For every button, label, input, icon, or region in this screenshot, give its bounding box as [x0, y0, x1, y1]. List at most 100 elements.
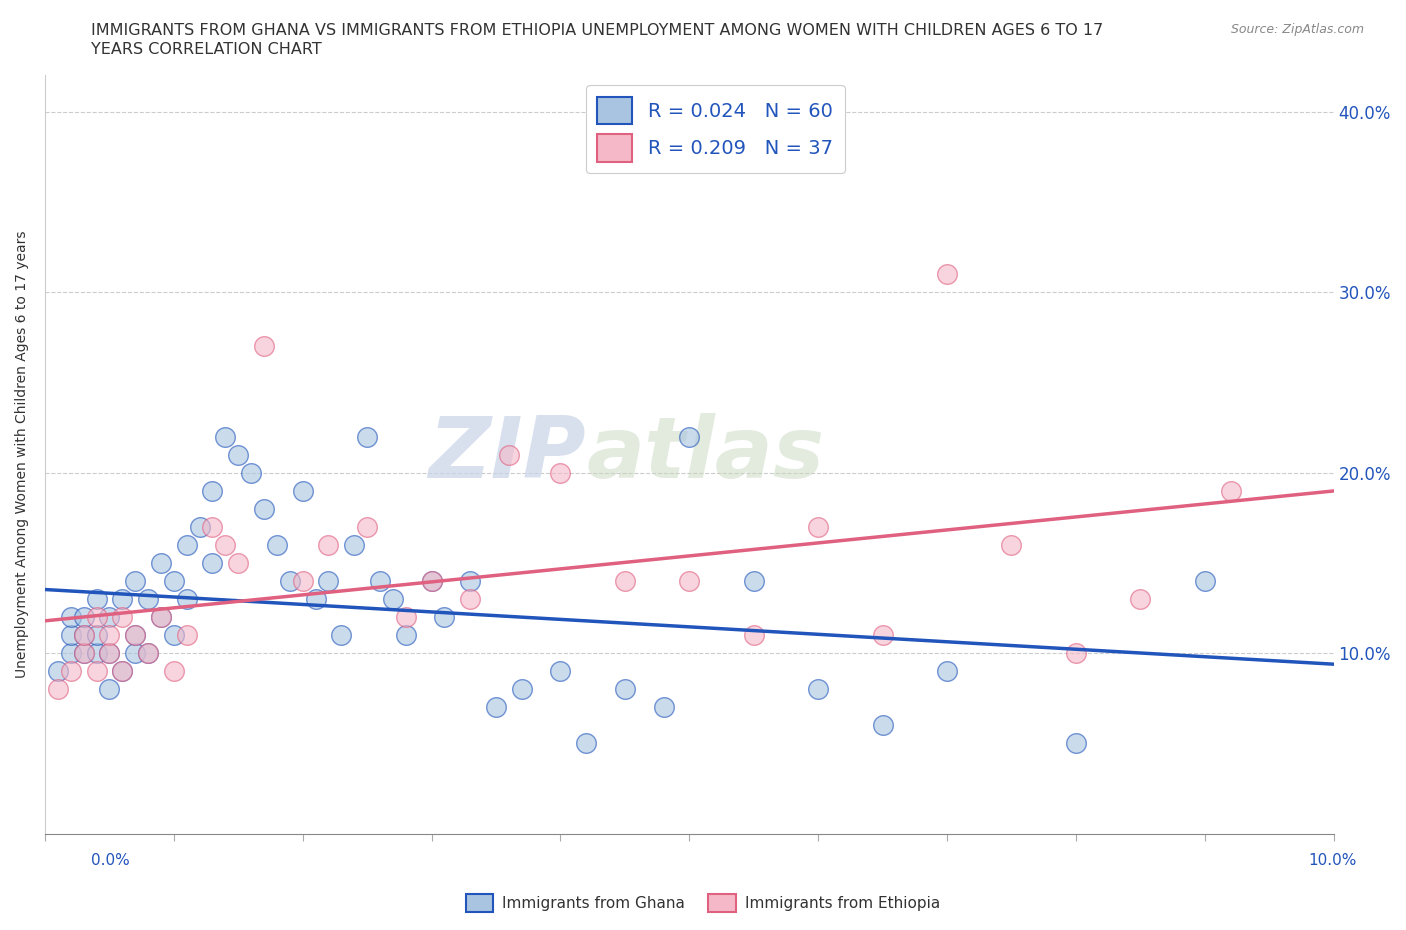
Point	[742, 628, 765, 643]
Point	[111, 664, 134, 679]
Point	[304, 591, 326, 606]
Point	[59, 609, 82, 624]
Point	[458, 574, 481, 589]
Point	[59, 628, 82, 643]
Legend: R = 0.024   N = 60, R = 0.209   N = 37: R = 0.024 N = 60, R = 0.209 N = 37	[586, 86, 845, 173]
Point	[368, 574, 391, 589]
Point	[485, 700, 508, 715]
Point	[124, 628, 146, 643]
Point	[807, 682, 830, 697]
Text: YEARS CORRELATION CHART: YEARS CORRELATION CHART	[91, 42, 322, 57]
Point	[214, 538, 236, 552]
Point	[86, 664, 108, 679]
Point	[111, 591, 134, 606]
Point	[163, 628, 186, 643]
Point	[872, 718, 894, 733]
Point	[253, 339, 276, 353]
Point	[188, 519, 211, 534]
Y-axis label: Unemployment Among Women with Children Ages 6 to 17 years: Unemployment Among Women with Children A…	[15, 231, 30, 678]
Point	[936, 664, 959, 679]
Point	[72, 609, 94, 624]
Point	[433, 609, 456, 624]
Point	[395, 609, 418, 624]
Point	[678, 574, 700, 589]
Point	[613, 574, 636, 589]
Point	[318, 538, 340, 552]
Point	[86, 628, 108, 643]
Point	[176, 591, 198, 606]
Point	[149, 609, 172, 624]
Point	[214, 429, 236, 444]
Point	[149, 609, 172, 624]
Point	[86, 645, 108, 660]
Point	[1194, 574, 1216, 589]
Point	[111, 664, 134, 679]
Text: IMMIGRANTS FROM GHANA VS IMMIGRANTS FROM ETHIOPIA UNEMPLOYMENT AMONG WOMEN WITH : IMMIGRANTS FROM GHANA VS IMMIGRANTS FROM…	[91, 23, 1104, 38]
Point	[176, 628, 198, 643]
Point	[807, 519, 830, 534]
Point	[550, 465, 572, 480]
Point	[678, 429, 700, 444]
Point	[72, 628, 94, 643]
Point	[163, 664, 186, 679]
Point	[420, 574, 443, 589]
Point	[46, 664, 69, 679]
Point	[1000, 538, 1022, 552]
Point	[149, 555, 172, 570]
Text: atlas: atlas	[586, 413, 824, 496]
Point	[652, 700, 675, 715]
Point	[98, 609, 121, 624]
Point	[124, 574, 146, 589]
Text: ZIP: ZIP	[429, 413, 586, 496]
Point	[136, 591, 159, 606]
Point	[86, 591, 108, 606]
Point	[86, 609, 108, 624]
Point	[98, 645, 121, 660]
Point	[253, 501, 276, 516]
Point	[742, 574, 765, 589]
Point	[201, 555, 224, 570]
Point	[98, 645, 121, 660]
Point	[72, 645, 94, 660]
Point	[291, 574, 314, 589]
Point	[1064, 736, 1087, 751]
Point	[1219, 484, 1241, 498]
Point	[613, 682, 636, 697]
Point	[266, 538, 288, 552]
Point	[98, 682, 121, 697]
Point	[59, 645, 82, 660]
Point	[59, 664, 82, 679]
Point	[176, 538, 198, 552]
Point	[46, 682, 69, 697]
Point	[458, 591, 481, 606]
Point	[343, 538, 366, 552]
Point	[163, 574, 186, 589]
Point	[124, 645, 146, 660]
Point	[72, 645, 94, 660]
Text: Source: ZipAtlas.com: Source: ZipAtlas.com	[1230, 23, 1364, 36]
Point	[111, 609, 134, 624]
Point	[330, 628, 353, 643]
Point	[510, 682, 533, 697]
Point	[201, 484, 224, 498]
Point	[124, 628, 146, 643]
Point	[136, 645, 159, 660]
Point	[1064, 645, 1087, 660]
Point	[575, 736, 598, 751]
Point	[278, 574, 301, 589]
Point	[226, 555, 249, 570]
Point	[226, 447, 249, 462]
Point	[1129, 591, 1152, 606]
Point	[98, 628, 121, 643]
Point	[72, 628, 94, 643]
Point	[318, 574, 340, 589]
Point	[201, 519, 224, 534]
Legend: Immigrants from Ghana, Immigrants from Ethiopia: Immigrants from Ghana, Immigrants from E…	[460, 888, 946, 918]
Point	[550, 664, 572, 679]
Point	[420, 574, 443, 589]
Point	[356, 429, 378, 444]
Point	[240, 465, 263, 480]
Point	[936, 267, 959, 282]
Point	[291, 484, 314, 498]
Point	[356, 519, 378, 534]
